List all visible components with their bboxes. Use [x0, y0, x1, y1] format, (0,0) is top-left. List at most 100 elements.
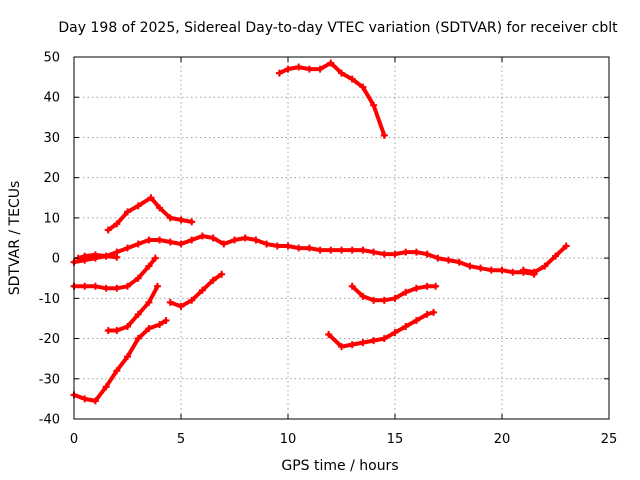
data-point	[263, 240, 271, 248]
data-point	[466, 262, 474, 270]
data-point	[91, 251, 99, 259]
y-tick-label: 10	[43, 211, 60, 226]
data-point	[124, 353, 131, 361]
data-point	[188, 218, 196, 226]
data-point	[166, 214, 174, 222]
y-tick-label: -20	[39, 332, 60, 347]
data-point	[316, 65, 324, 73]
data-point	[327, 59, 335, 67]
data-point	[423, 282, 431, 290]
data-point	[359, 292, 367, 300]
data-point	[145, 262, 153, 270]
data-series	[70, 59, 570, 405]
data-point	[562, 242, 570, 250]
data-point	[519, 266, 527, 274]
data-point	[284, 242, 292, 250]
data-point	[166, 298, 174, 306]
data-point	[412, 316, 420, 324]
data-point	[455, 258, 463, 266]
data-point	[348, 246, 356, 254]
data-point	[402, 322, 410, 330]
data-point	[124, 282, 131, 290]
data-point	[104, 327, 112, 335]
data-point	[359, 246, 367, 254]
data-point	[113, 253, 121, 261]
data-point	[198, 232, 206, 240]
grid	[74, 57, 609, 419]
data-point	[370, 248, 378, 256]
x-tick-label: 10	[280, 432, 297, 447]
data-point	[445, 256, 452, 264]
data-point	[209, 276, 217, 284]
data-point	[327, 246, 335, 254]
y-tick-label: -10	[39, 292, 60, 307]
data-point	[295, 244, 303, 252]
data-point	[113, 220, 121, 228]
data-point	[509, 268, 517, 276]
data-point	[380, 296, 388, 304]
data-point	[102, 284, 110, 292]
data-point	[487, 266, 495, 274]
data-point	[316, 246, 324, 254]
data-point	[412, 248, 420, 256]
data-point	[325, 331, 333, 339]
data-point	[162, 316, 170, 324]
data-point	[370, 337, 378, 345]
data-point	[412, 284, 420, 292]
data-point	[295, 63, 303, 71]
data-point	[156, 204, 164, 212]
y-tick-label: 20	[43, 171, 60, 186]
data-point	[188, 236, 196, 244]
data-point	[145, 298, 153, 306]
data-point	[370, 296, 378, 304]
data-point	[434, 254, 442, 262]
data-point	[241, 234, 249, 242]
data-point	[156, 236, 164, 244]
data-point	[359, 83, 367, 91]
data-point	[552, 252, 559, 260]
data-point	[124, 322, 131, 330]
data-point	[102, 252, 110, 260]
data-point	[124, 208, 131, 216]
data-point	[530, 268, 538, 276]
data-point	[305, 65, 313, 73]
data-point	[391, 250, 399, 258]
data-point	[198, 286, 206, 294]
data-point	[177, 240, 185, 248]
data-point	[541, 262, 549, 270]
data-point	[166, 238, 174, 246]
data-point	[498, 266, 506, 274]
y-axis-label: SDTVAR / TECUs	[7, 181, 23, 296]
data-point	[81, 282, 89, 290]
data-point	[124, 244, 131, 252]
axis-ticks: 0 5 10 15 20 25 -40 -30 -20 -10 0 10 20 30 40 50	[39, 51, 618, 448]
data-point	[423, 310, 431, 318]
data-point	[153, 282, 161, 290]
data-point	[147, 194, 155, 202]
data-point	[177, 302, 185, 310]
data-point	[380, 335, 388, 343]
y-tick-label: 50	[43, 51, 60, 66]
chart-title: Day 198 of 2025, Sidereal Day-to-day VTE…	[58, 20, 618, 36]
y-tick-label: 40	[43, 91, 60, 106]
x-axis-label: GPS time / hours	[281, 458, 398, 474]
data-point	[113, 327, 121, 335]
data-point	[284, 65, 292, 73]
data-point	[81, 252, 89, 260]
data-point	[231, 236, 238, 244]
x-tick-label: 5	[177, 432, 185, 447]
data-point	[402, 248, 410, 256]
x-tick-label: 20	[494, 432, 511, 447]
x-tick-label: 25	[601, 432, 618, 447]
data-point	[156, 320, 164, 328]
data-point	[218, 270, 226, 278]
data-point	[348, 341, 356, 349]
data-point	[145, 325, 153, 332]
plot-frame	[73, 56, 610, 420]
data-point	[273, 242, 281, 250]
data-point	[134, 335, 142, 343]
data-point	[432, 282, 440, 290]
y-tick-label: -30	[39, 372, 60, 387]
